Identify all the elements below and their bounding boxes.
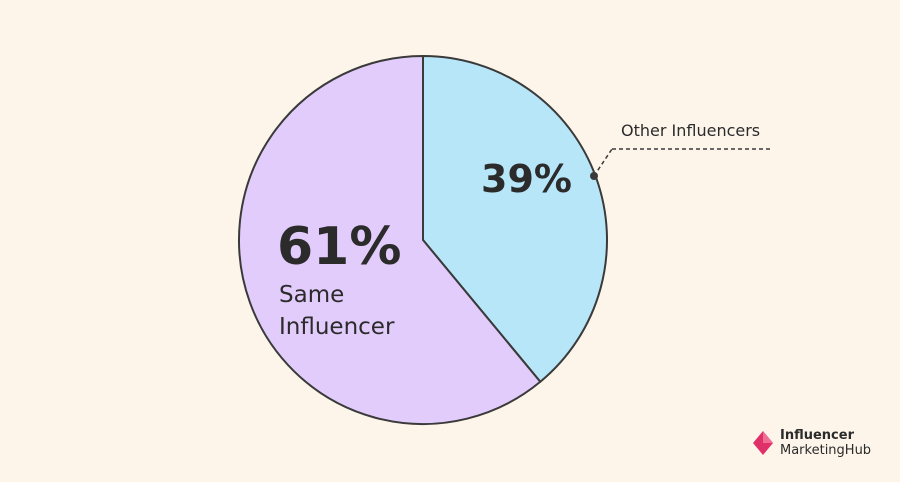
same-influencer-label-line1: Same <box>279 282 344 308</box>
brand-name-line2: MarketingHub <box>780 443 872 458</box>
other-influencers-leader-connector <box>593 148 613 177</box>
brand-name-line1: Influencer <box>780 428 854 443</box>
leader-dot <box>590 172 598 180</box>
same-influencer-percent: 61% <box>277 217 401 277</box>
same-influencer-label-line2: Influencer <box>279 314 395 340</box>
brand-logo: Influencer MarketingHub <box>752 428 871 458</box>
other-influencers-percent: 39% <box>481 157 572 201</box>
same-influencer-label: Same Influencer <box>279 282 395 340</box>
diamond-logo-icon <box>753 431 773 455</box>
other-influencers-label: Other Influencers <box>621 121 760 140</box>
pie-slice-same-influencer <box>238 55 542 425</box>
pie-slices <box>238 55 608 425</box>
